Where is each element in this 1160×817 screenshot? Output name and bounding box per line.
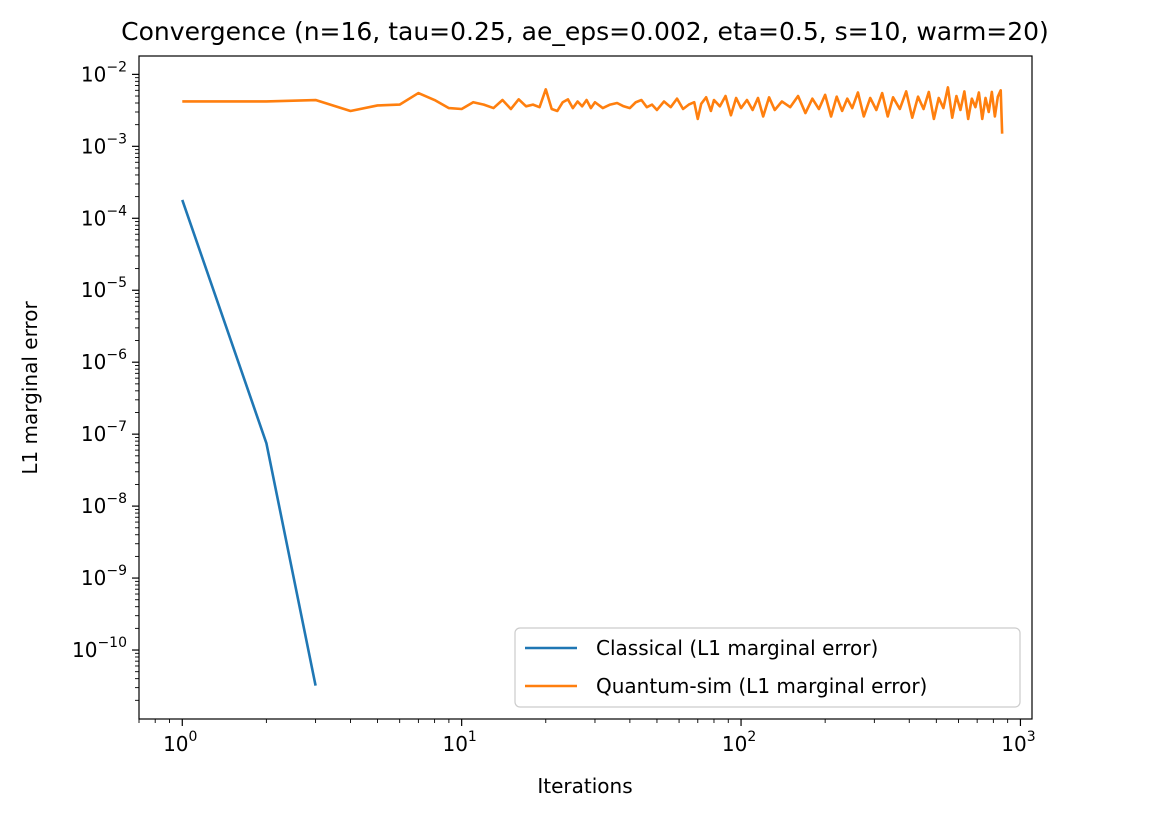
series-line-classical — [181, 199, 317, 686]
y-tick-label: 10−5 — [81, 275, 127, 302]
y-axis-label: L1 marginal error — [18, 301, 42, 475]
chart-title: Convergence (n=16, tau=0.25, ae_eps=0.00… — [121, 17, 1049, 46]
plot-area — [138, 55, 1033, 720]
legend-label-classical: Classical (L1 marginal error) — [596, 636, 878, 660]
axes-frame — [138, 55, 1033, 720]
plot-background — [139, 56, 1032, 719]
legend-box — [514, 627, 1021, 708]
series-layer — [181, 86, 1004, 686]
legend-items: Classical (L1 marginal error) Quantum-sim… — [525, 636, 927, 698]
x-axis-label: Iterations — [537, 774, 632, 798]
series-line-quantum-sim — [182, 86, 1004, 134]
legend-label-quantum-sim: Quantum-sim (L1 marginal error) — [596, 674, 927, 698]
y-tick-label: 10−2 — [81, 59, 127, 86]
legend: Classical (L1 marginal error) Quantum-sim… — [514, 627, 1021, 708]
